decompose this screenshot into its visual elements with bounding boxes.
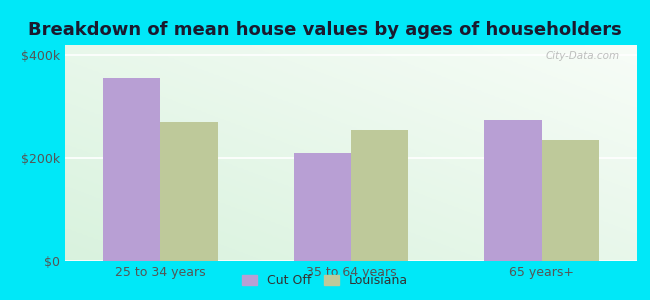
Bar (541, 140, 599, 261)
Bar (484, 120, 541, 261)
Legend: Cut Off, Louisiana: Cut Off, Louisiana (239, 270, 411, 291)
Bar (103, 78, 161, 261)
Bar (294, 153, 351, 261)
Bar (161, 122, 218, 261)
Text: City-Data.com: City-Data.com (546, 52, 620, 61)
Bar (351, 130, 408, 261)
Text: Breakdown of mean house values by ages of householders: Breakdown of mean house values by ages o… (28, 21, 622, 39)
